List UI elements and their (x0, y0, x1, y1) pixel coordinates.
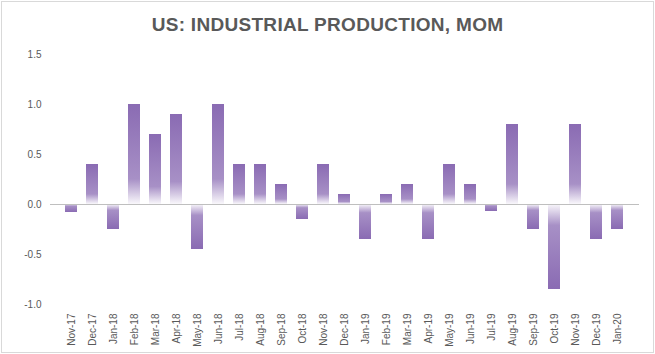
svg-text:Mar-18: Mar-18 (150, 313, 161, 345)
svg-text:Jan-18: Jan-18 (108, 313, 119, 344)
svg-text:Nov-17: Nov-17 (66, 313, 77, 346)
svg-text:May-18: May-18 (192, 313, 203, 347)
svg-text:1.0: 1.0 (28, 99, 42, 110)
svg-text:Jul-18: Jul-18 (234, 313, 245, 341)
svg-text:Oct-19: Oct-19 (549, 313, 560, 343)
svg-text:Sep-19: Sep-19 (528, 313, 539, 346)
svg-text:Apr-19: Apr-19 (423, 313, 434, 343)
svg-text:May-19: May-19 (444, 313, 455, 347)
svg-text:Jun-19: Jun-19 (465, 313, 476, 344)
html-text:US: INDUSTRIAL PRODUCTION, MOM: US: INDUSTRIAL PRODUCTION, MOM (151, 14, 504, 35)
svg-text:-1.0: -1.0 (24, 299, 42, 310)
svg-text:Aug-18: Aug-18 (255, 313, 266, 346)
svg-text:Jan-19: Jan-19 (360, 313, 371, 344)
svg-text:Oct-18: Oct-18 (297, 313, 308, 343)
svg-text:Dec-17: Dec-17 (87, 313, 98, 346)
svg-text:Nov-19: Nov-19 (570, 313, 581, 346)
svg-text:Aug-19: Aug-19 (507, 313, 518, 346)
svg-text:Feb-18: Feb-18 (129, 313, 140, 345)
svg-text:Jul-19: Jul-19 (486, 313, 497, 341)
svg-text:-0.5: -0.5 (24, 249, 42, 260)
svg-text:1.5: 1.5 (28, 49, 42, 60)
svg-text:Dec-19: Dec-19 (591, 313, 602, 346)
svg-text:Dec-18: Dec-18 (339, 313, 350, 346)
svg-text:Feb-19: Feb-19 (381, 313, 392, 345)
svg-text:Jun-18: Jun-18 (213, 313, 224, 344)
svg-text:Apr-18: Apr-18 (171, 313, 182, 343)
svg-text:Jan-20: Jan-20 (612, 313, 623, 344)
svg-text:Mar-19: Mar-19 (402, 313, 413, 345)
svg-text:0.5: 0.5 (28, 149, 42, 160)
svg-text:Sep-18: Sep-18 (276, 313, 287, 346)
svg-text:0.0: 0.0 (28, 199, 42, 210)
svg-text:Nov-18: Nov-18 (318, 313, 329, 346)
